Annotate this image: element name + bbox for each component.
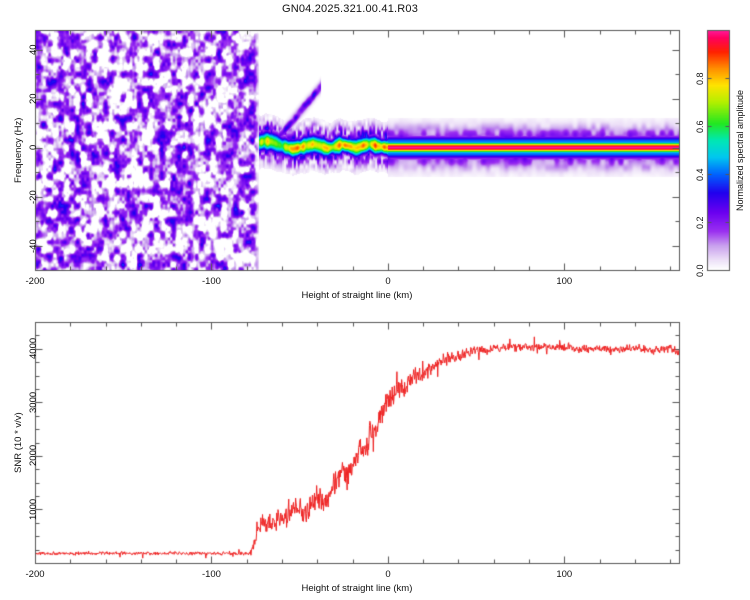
colorbar-tick-label: 0.4 bbox=[695, 167, 705, 181]
snr-ytick-label: 3000 bbox=[28, 391, 39, 413]
colorbar-axis-label: Normalized spectral amplitude bbox=[735, 89, 745, 211]
snr-yaxis-label: SNR (10 * v/v) bbox=[13, 412, 24, 473]
colorbar-tick-label: 0.8 bbox=[695, 71, 705, 85]
spectrogram-ytick-label: -20 bbox=[28, 189, 39, 204]
spectrogram-ytick-label: 40 bbox=[28, 44, 39, 56]
colorbar-tick-label: 0.0 bbox=[695, 263, 705, 277]
snr-ytick-label: 1000 bbox=[28, 498, 39, 520]
snr-xtick-label: -200 bbox=[25, 569, 45, 580]
spectrogram-yaxis-label: Frequency (Hz) bbox=[13, 117, 24, 183]
snr-xtick-label: -100 bbox=[201, 569, 221, 580]
spectrogram-xtick-label: -200 bbox=[25, 276, 45, 287]
snr-ytick-label: 4000 bbox=[28, 338, 39, 360]
spectrogram-xtick-label: -100 bbox=[201, 276, 221, 287]
spectrogram-xaxis-label: Height of straight line (km) bbox=[301, 290, 413, 301]
spectrogram-ytick-label: 0 bbox=[28, 144, 39, 151]
colorbar-tick-label: 0.6 bbox=[695, 119, 705, 133]
spectrogram-ytick-label: -40 bbox=[28, 238, 39, 253]
snr-xtick-label: 100 bbox=[556, 569, 573, 580]
snr-xaxis-label: Height of straight line (km) bbox=[301, 583, 413, 594]
snr-xtick-label: 0 bbox=[385, 569, 391, 580]
spectrogram-ytick-label: 20 bbox=[28, 93, 39, 105]
snr-ytick-label: 2000 bbox=[28, 445, 39, 467]
spectrogram-xtick-label: 100 bbox=[556, 276, 573, 287]
colorbar-tick-label: 0.2 bbox=[695, 215, 705, 229]
spectrogram-xtick-label: 0 bbox=[385, 276, 391, 287]
